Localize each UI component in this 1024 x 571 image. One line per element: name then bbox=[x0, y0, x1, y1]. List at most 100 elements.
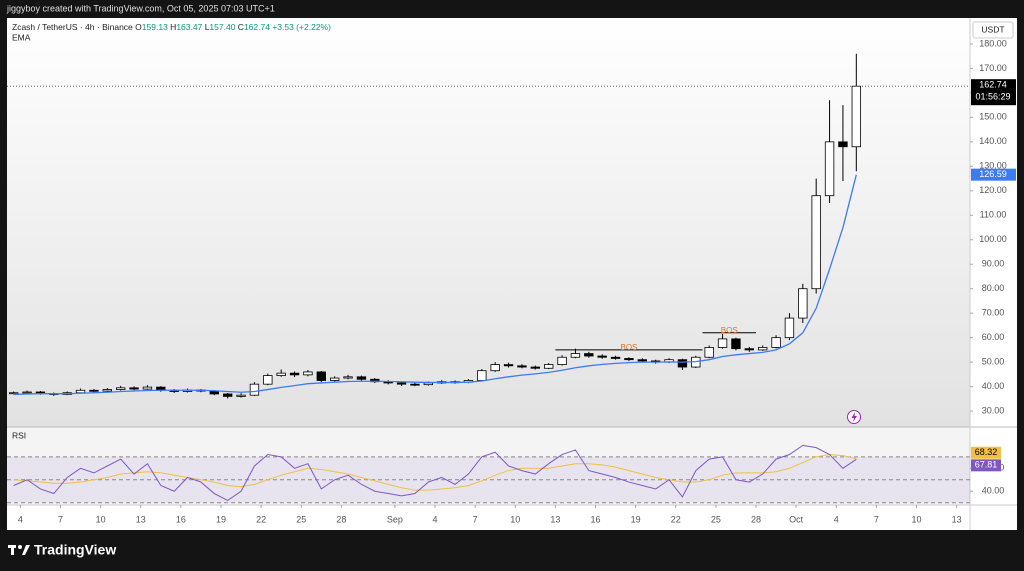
candle-body bbox=[102, 389, 112, 392]
y-tick-label: 70.00 bbox=[982, 308, 1005, 318]
y-tick-label: 180.00 bbox=[979, 38, 1007, 48]
candle-body bbox=[142, 386, 153, 390]
footer-logo bbox=[8, 545, 30, 555]
x-tick-label: 16 bbox=[176, 514, 186, 524]
rsi-last-box bbox=[971, 459, 1001, 472]
candle-body bbox=[423, 382, 433, 386]
x-tick-label: 25 bbox=[711, 514, 721, 524]
candle-body bbox=[303, 371, 313, 376]
x-tick-label: 7 bbox=[473, 514, 478, 524]
bos-label: BOS bbox=[721, 326, 738, 335]
candle-body bbox=[263, 375, 273, 385]
rsi-tick-label: 40.00 bbox=[982, 486, 1005, 496]
candle-body bbox=[289, 372, 300, 376]
candle-body bbox=[824, 141, 835, 197]
candle-body bbox=[637, 359, 647, 362]
y-tick-label: 170.00 bbox=[979, 63, 1007, 73]
last-price: 162.74 bbox=[979, 80, 1007, 90]
candle-body bbox=[798, 288, 808, 319]
legend-key: L bbox=[205, 22, 210, 32]
footer-brand: TradingView bbox=[34, 542, 116, 558]
candle-body bbox=[597, 355, 607, 358]
y-tick-label: 110.00 bbox=[980, 210, 1007, 220]
candle-body bbox=[530, 366, 540, 369]
x-tick-label: Oct bbox=[789, 514, 804, 524]
x-tick-label: 7 bbox=[58, 514, 63, 524]
countdown: 01:56:29 bbox=[975, 92, 1010, 102]
bos-label: BOS bbox=[620, 343, 637, 352]
candle-body bbox=[758, 347, 768, 351]
x-tick-label: 4 bbox=[432, 514, 437, 524]
candle-body bbox=[811, 195, 821, 290]
x-tick-label: 10 bbox=[911, 514, 921, 524]
candle-body bbox=[330, 377, 340, 381]
legend-value: 162.74 bbox=[244, 22, 270, 32]
x-tick-label: 28 bbox=[751, 514, 761, 524]
x-tick-label: 7 bbox=[874, 514, 879, 524]
x-tick-label: 19 bbox=[216, 514, 226, 524]
y-tick-label: 60.00 bbox=[982, 332, 1005, 342]
currency: USDT bbox=[981, 24, 1004, 34]
ema-last: 126.59 bbox=[979, 169, 1007, 179]
candle-body bbox=[129, 387, 139, 390]
y-tick-label: 40.00 bbox=[982, 381, 1005, 391]
x-tick-label: 4 bbox=[18, 514, 23, 524]
y-tick-label: 30.00 bbox=[982, 405, 1005, 415]
legend: Zcash / TetherUS · 4h · Binance O159.13 … bbox=[12, 22, 331, 32]
x-tick-label: 22 bbox=[671, 514, 681, 524]
candle-body bbox=[343, 376, 353, 379]
candle-body bbox=[316, 371, 326, 381]
candle-body bbox=[784, 317, 795, 339]
y-tick-label: 120.00 bbox=[979, 185, 1007, 195]
candle-body bbox=[9, 392, 19, 395]
rsi-last: 67.81 bbox=[975, 460, 998, 470]
y-tick-label: 100.00 bbox=[979, 234, 1007, 244]
candle-body bbox=[396, 382, 407, 385]
candle-body bbox=[22, 391, 32, 394]
candle-body bbox=[704, 347, 714, 358]
y-tick-label: 90.00 bbox=[982, 259, 1005, 269]
candle-body bbox=[503, 364, 514, 367]
ema-legend: EMA bbox=[12, 32, 31, 42]
legend-change: +3.53 (+2.22%) bbox=[272, 22, 331, 32]
candle-body bbox=[236, 394, 246, 397]
y-tick-label: 150.00 bbox=[979, 112, 1007, 122]
x-tick-label: 28 bbox=[336, 514, 346, 524]
candle-body bbox=[584, 353, 594, 357]
price-pane bbox=[7, 18, 970, 427]
candle-body bbox=[717, 338, 728, 348]
legend-title: Zcash / TetherUS · 4h · Binance bbox=[12, 22, 133, 32]
legend-value: 157.40 bbox=[209, 22, 235, 32]
x-tick-label: 13 bbox=[550, 514, 560, 524]
rsi-title: RSI bbox=[12, 430, 26, 440]
x-tick-label: Sep bbox=[387, 514, 403, 524]
last-price-box bbox=[971, 79, 1016, 106]
rsi-last: 68.32 bbox=[975, 447, 998, 457]
y-tick-label: 130.00 bbox=[979, 161, 1007, 171]
candle-body bbox=[544, 364, 554, 369]
candle-body bbox=[731, 338, 741, 350]
legend-key: C bbox=[238, 22, 244, 32]
candle-body bbox=[851, 85, 861, 148]
rsi-band bbox=[7, 456, 970, 503]
candle-body bbox=[570, 353, 581, 358]
rsi-line bbox=[13, 454, 857, 491]
legend-key: H bbox=[170, 22, 176, 32]
x-tick-label: 19 bbox=[631, 514, 641, 524]
candle-body bbox=[557, 356, 567, 365]
candle-body bbox=[771, 337, 781, 348]
x-tick-label: 10 bbox=[510, 514, 520, 524]
x-tick-label: 13 bbox=[952, 514, 962, 524]
x-tick-label: 4 bbox=[834, 514, 839, 524]
ema-box bbox=[971, 168, 1016, 181]
rsi-line bbox=[13, 444, 857, 501]
candle-body bbox=[477, 370, 487, 381]
candle-body bbox=[410, 383, 420, 386]
events-bolt bbox=[851, 412, 857, 422]
x-tick-label: 13 bbox=[136, 514, 146, 524]
candle-body bbox=[276, 372, 286, 376]
currency-box bbox=[972, 21, 1014, 39]
candle-body bbox=[490, 364, 500, 372]
